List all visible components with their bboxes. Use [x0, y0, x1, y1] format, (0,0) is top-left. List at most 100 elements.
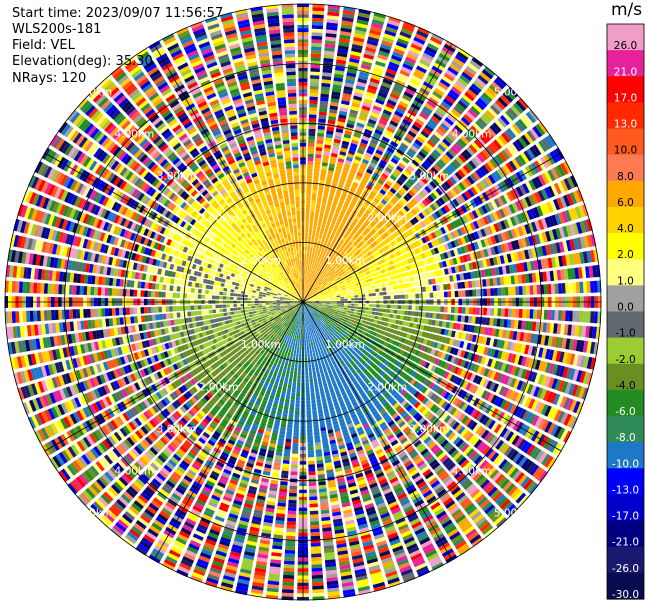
gate-cell: [384, 282, 389, 287]
gate-cell: [388, 123, 397, 131]
gate-cell: [355, 191, 362, 197]
gate-cell: [374, 64, 385, 71]
gate-cell: [346, 156, 353, 162]
gate-cell: [340, 23, 353, 30]
gate-cell: [379, 296, 384, 300]
gate-cell: [307, 453, 315, 458]
gate-cell: [316, 402, 322, 407]
gate-cell: [307, 268, 309, 273]
gate-cell: [533, 309, 538, 319]
gate-cell: [320, 350, 324, 355]
gate-cell: [313, 222, 318, 227]
gate-cell: [308, 257, 311, 262]
gate-cell: [373, 185, 381, 191]
gate-cell: [333, 299, 337, 301]
gate-cell: [464, 281, 469, 289]
gate-cell: [314, 274, 318, 279]
gate-cell: [364, 152, 373, 158]
gate-cell: [429, 292, 434, 298]
gate-cell: [371, 108, 381, 115]
gate-cell: [330, 254, 335, 260]
gate-cell: [341, 140, 350, 146]
gate-cell: [522, 309, 527, 319]
gate-cell: [436, 284, 441, 291]
gate-cell: [356, 212, 363, 218]
gate-cell: [310, 82, 319, 87]
gate-cell: [575, 310, 580, 323]
gate-cell: [465, 307, 470, 314]
gate-cell: [405, 133, 415, 141]
gate-cell: [397, 305, 402, 310]
gate-cell: [408, 294, 412, 299]
gate-cell: [339, 110, 348, 116]
gate-cell: [378, 287, 383, 292]
gate-cell: [309, 276, 312, 280]
gate-cell: [561, 283, 566, 294]
gate-cell: [358, 303, 362, 307]
gate-cell: [311, 285, 314, 289]
gate-cell: [378, 312, 383, 317]
gate-cell: [326, 221, 331, 226]
gate-cell: [317, 405, 323, 410]
gate-cell: [383, 75, 394, 82]
gate-cell: [346, 179, 353, 185]
gate-cell: [350, 295, 355, 298]
gate-cell: [317, 125, 325, 130]
gate-cell: [347, 303, 352, 306]
gate-cell: [324, 40, 336, 45]
gate-cell: [406, 53, 418, 61]
gate-cell: [341, 96, 351, 102]
gate-cell: [449, 63, 461, 73]
gate-cell: [305, 371, 309, 376]
gate-cell: [359, 181, 367, 187]
gate-cell: [458, 290, 462, 297]
gate-cell: [393, 304, 398, 309]
gate-cell: [353, 178, 360, 184]
gate-cell: [311, 28, 323, 33]
gate-cell: [307, 250, 310, 255]
gate-cell: [306, 400, 311, 404]
gate-cell: [309, 265, 312, 269]
gate-cell: [457, 282, 462, 289]
gate-cell: [318, 219, 323, 224]
gate-cell: [394, 110, 404, 118]
gate-cell: [358, 294, 362, 298]
gate-cell: [318, 234, 323, 239]
gate-cell: [305, 382, 310, 386]
gate-cell: [351, 298, 355, 301]
gate-cell: [308, 117, 317, 122]
gate-cell: [330, 101, 339, 107]
gate-cell: [385, 166, 393, 174]
gate-cell: [315, 263, 319, 268]
gate-cell: [310, 261, 313, 266]
gate-cell: [424, 103, 435, 112]
gate-cell: [334, 135, 342, 141]
gate-cell: [362, 57, 374, 64]
gate-cell: [365, 297, 370, 300]
gate-cell: [363, 313, 368, 318]
gate-cell: [320, 274, 324, 278]
gate-cell: [384, 29, 397, 37]
gate-cell: [326, 203, 332, 208]
gate-cell: [329, 211, 335, 216]
gate-cell: [305, 214, 310, 219]
gate-cell: [312, 582, 324, 587]
gate-cell: [304, 286, 306, 290]
gate-cell: [306, 342, 309, 347]
gate-cell: [304, 253, 307, 258]
gate-cell: [329, 192, 335, 198]
gate-cell: [388, 160, 397, 168]
gate-cell: [309, 381, 314, 386]
gate-cell: [326, 25, 338, 31]
gate-cell: [313, 420, 319, 425]
gate-cell: [303, 282, 305, 286]
gate-cell: [347, 175, 354, 182]
gate-cell: [316, 230, 320, 235]
gate-cell: [441, 75, 453, 85]
gate-cell: [583, 281, 588, 293]
gate-cell: [335, 168, 342, 174]
gate-cell: [338, 154, 346, 160]
gate-cell: [303, 296, 305, 301]
gate-cell: [364, 94, 374, 101]
gate-cell: [322, 220, 327, 225]
